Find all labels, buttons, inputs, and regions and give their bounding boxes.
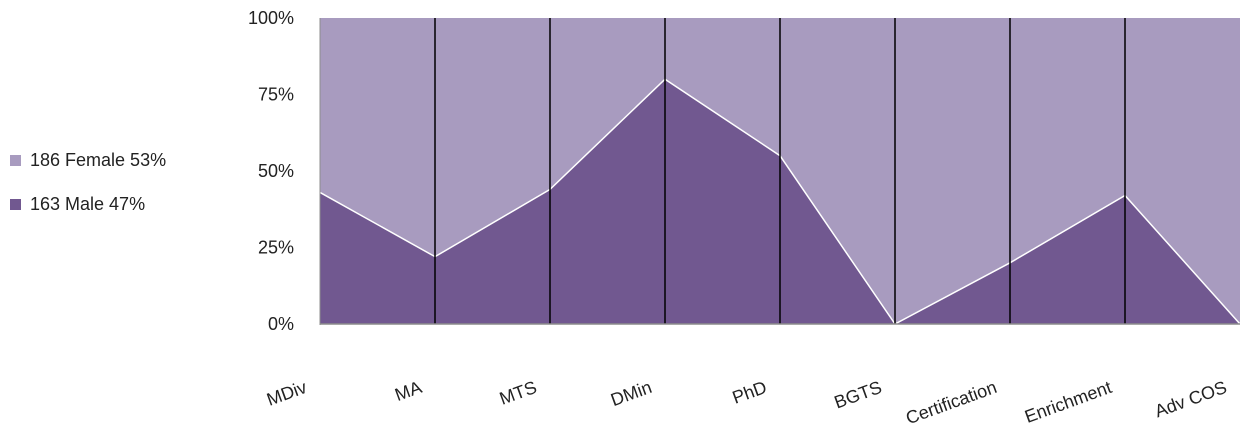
y-tick-label: 25% (258, 238, 294, 258)
x-tick-label-enrichment: Enrichment (1022, 377, 1114, 427)
category-gridlines (434, 18, 1126, 324)
x-tick-labels: MDiv MA MTS DMin PhD BGTS Certification Enrichm… (264, 377, 1229, 428)
x-tick-label-certification: Certification (903, 377, 999, 428)
x-tick-label-mdiv: MDiv (264, 377, 309, 410)
axes (319, 18, 1240, 325)
x-tick-label-bgts: BGTS (831, 377, 884, 413)
legend-swatch (10, 199, 21, 210)
y-tick-label: 0% (268, 314, 294, 334)
y-tick-label: 100% (248, 8, 294, 28)
y-tick-label: 50% (258, 161, 294, 181)
legend-label: 163 Male 47% (30, 194, 145, 214)
x-tick-label-dmin: DMin (608, 377, 654, 410)
legend-label: 186 Female 53% (30, 150, 166, 170)
x-tick-label-ma: MA (392, 377, 424, 405)
x-tick-label-mts: MTS (497, 377, 540, 409)
legend-swatch (10, 155, 21, 166)
y-tick-label: 75% (258, 85, 294, 105)
x-tick-label-adv-cos: Adv COS (1152, 377, 1229, 421)
legend: 186 Female 53% 163 Male 47% (10, 150, 166, 214)
y-tick-labels: 0% 25% 50% 75% 100% (248, 8, 294, 334)
x-tick-label-phd: PhD (730, 377, 770, 408)
